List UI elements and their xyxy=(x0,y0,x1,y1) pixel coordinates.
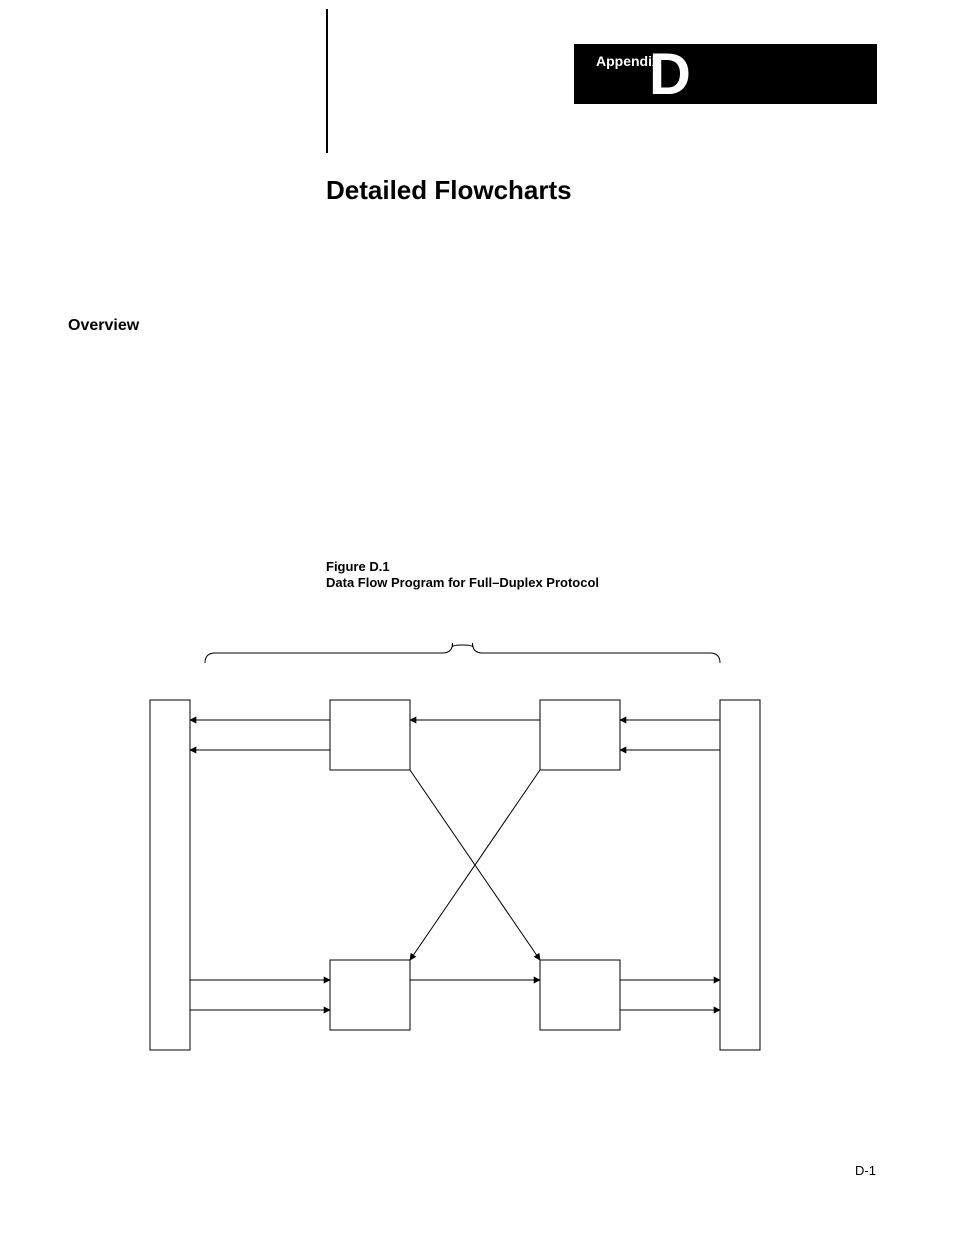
page-title: Detailed Flowcharts xyxy=(326,175,572,206)
appendix-letter: D xyxy=(649,46,691,104)
node-tx_bot xyxy=(330,960,410,1030)
page: Appendix D Detailed Flowcharts Overview … xyxy=(0,0,954,1235)
flowchart-diagram xyxy=(130,620,780,1060)
node-rx_top xyxy=(540,700,620,770)
node-tx_top xyxy=(330,700,410,770)
appendix-bar: Appendix D xyxy=(574,44,877,104)
node-rx_bot xyxy=(540,960,620,1030)
figure-caption: Figure D.1 Data Flow Program for Full–Du… xyxy=(326,559,599,592)
node-right xyxy=(720,700,760,1050)
page-number: D-1 xyxy=(855,1163,876,1178)
top-vertical-rule xyxy=(326,9,328,153)
section-heading-overview: Overview xyxy=(68,317,139,335)
node-left xyxy=(150,700,190,1050)
